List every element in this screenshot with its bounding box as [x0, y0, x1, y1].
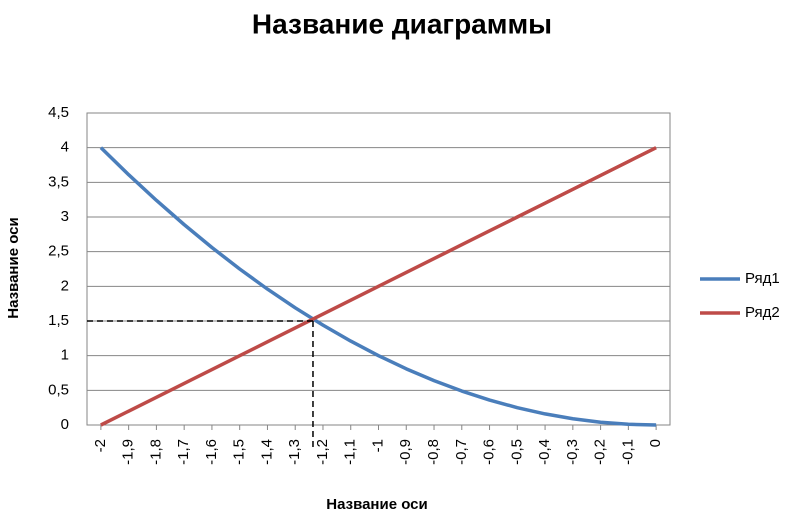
x-tick-label: -0,6: [481, 439, 498, 465]
x-tick-label: -0,2: [592, 439, 609, 465]
x-tick-label: -0,7: [453, 439, 470, 465]
x-tick-label: -1,4: [258, 439, 275, 465]
series-line: [100, 146, 657, 427]
x-tick-label: -0,4: [536, 439, 553, 465]
y-tick-label: 1,5: [48, 312, 69, 329]
y-tick-label: 1: [61, 347, 69, 364]
x-tick-label: -1,2: [314, 439, 331, 465]
x-tick-label: -0,9: [397, 439, 414, 465]
x-tick-label: -0,1: [619, 439, 636, 465]
x-tick-label: -0,8: [425, 439, 442, 465]
x-tick-label: -1,9: [120, 439, 137, 465]
y-tick-label: 4: [61, 139, 69, 156]
y-axis-label: Название оси: [5, 217, 22, 319]
x-tick-label: -2: [92, 439, 109, 452]
y-tick-label: 3,5: [48, 173, 69, 190]
x-tick-label: -1,1: [342, 439, 359, 465]
x-tick-label: 0: [647, 439, 664, 447]
chart-title: Название диаграммы: [252, 8, 552, 39]
x-tick-label: -1,5: [231, 439, 248, 465]
x-tick-label: -0,3: [564, 439, 581, 465]
x-tick-label: -0,5: [508, 439, 525, 465]
y-tick-label: 0: [61, 416, 69, 433]
y-tick-label: 0,5: [48, 381, 69, 398]
series-line: [99, 146, 657, 427]
y-tick-label: 2,5: [48, 243, 69, 260]
legend-label: Ряд1: [745, 270, 780, 287]
x-axis-label: Название оси: [326, 496, 428, 513]
y-tick-label: 2: [61, 277, 69, 294]
y-tick-label: 3: [61, 208, 69, 225]
x-tick-label: -1: [369, 439, 386, 452]
x-tick-label: -1,6: [203, 439, 220, 465]
x-tick-label: -1,8: [147, 439, 164, 465]
y-tick-label: 4,5: [48, 104, 69, 121]
x-tick-label: -1,3: [286, 439, 303, 465]
legend-label: Ряд2: [745, 304, 780, 321]
x-tick-label: -1,7: [175, 439, 192, 465]
